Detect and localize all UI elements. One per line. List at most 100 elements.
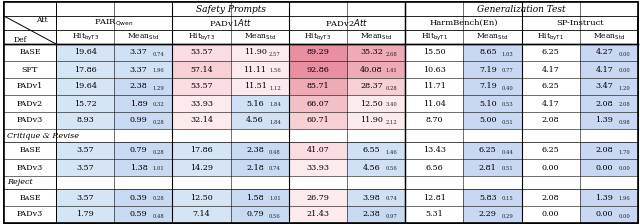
Bar (463, 159, 522, 176)
Text: 2.29: 2.29 (479, 211, 497, 218)
Text: 0.53: 0.53 (502, 103, 513, 108)
Text: 0.99: 0.99 (130, 116, 147, 125)
Text: 0.51: 0.51 (502, 119, 513, 125)
Text: 2.08: 2.08 (542, 116, 559, 125)
Text: SP-Instruct: SP-Instruct (556, 19, 604, 27)
Text: 2.08: 2.08 (542, 194, 559, 202)
Text: PADv3: PADv3 (17, 164, 43, 172)
Bar (172, 44, 230, 61)
Bar (114, 95, 172, 112)
Text: Hit$_{\rm byT3}$: Hit$_{\rm byT3}$ (188, 31, 215, 43)
Text: 11.04: 11.04 (423, 99, 445, 108)
Text: 5.10: 5.10 (479, 99, 497, 108)
Bar (230, 189, 289, 206)
Text: 1.56: 1.56 (269, 69, 281, 73)
Text: PADv2: PADv2 (17, 99, 43, 108)
Text: Mean$_{\rm Std}$: Mean$_{\rm Std}$ (127, 32, 159, 42)
Text: 6.25: 6.25 (542, 146, 559, 155)
Text: PADv1: PADv1 (17, 82, 43, 90)
Text: 1.79: 1.79 (76, 211, 94, 218)
Text: 1.03: 1.03 (502, 52, 513, 56)
Bar (56, 189, 114, 206)
Text: 0.74: 0.74 (385, 196, 397, 202)
Text: 3.40: 3.40 (385, 103, 397, 108)
Bar (230, 112, 289, 129)
Text: 2.81: 2.81 (479, 164, 497, 172)
Text: 0.00: 0.00 (595, 211, 613, 218)
Text: 35.32: 35.32 (360, 49, 383, 56)
Bar (172, 61, 230, 78)
Text: 0.28: 0.28 (152, 149, 164, 155)
Bar (4, 61, 56, 78)
Text: 17.86: 17.86 (74, 65, 97, 73)
Text: 0.59: 0.59 (130, 211, 147, 218)
Text: 0.00: 0.00 (618, 52, 630, 56)
Text: 0.40: 0.40 (502, 86, 513, 90)
Bar (230, 206, 289, 223)
Bar (289, 206, 347, 223)
Bar (463, 78, 522, 95)
Bar (230, 78, 289, 95)
Bar (4, 129, 638, 142)
Text: 2.18: 2.18 (246, 164, 264, 172)
Bar (522, 78, 580, 95)
Bar (347, 78, 405, 95)
Bar (580, 44, 638, 61)
Bar (172, 206, 230, 223)
Text: 6.55: 6.55 (363, 146, 380, 155)
Text: 3.37: 3.37 (130, 65, 147, 73)
Text: 2.57: 2.57 (269, 52, 281, 56)
Text: 0.56: 0.56 (269, 213, 281, 218)
Text: 8.70: 8.70 (426, 116, 443, 125)
Bar (405, 189, 463, 206)
Text: 12.81: 12.81 (423, 194, 445, 202)
Text: 1.39: 1.39 (595, 116, 613, 125)
Text: Mean$_{\rm Std}$: Mean$_{\rm Std}$ (244, 32, 276, 42)
Bar (172, 159, 230, 176)
Bar (4, 159, 56, 176)
Text: 11.90: 11.90 (360, 116, 383, 125)
Text: PAIR$_{\rm Qwen}$: PAIR$_{\rm Qwen}$ (95, 18, 134, 28)
Text: 66.07: 66.07 (307, 99, 329, 108)
Text: 2.08: 2.08 (618, 103, 630, 108)
Text: 1.84: 1.84 (269, 103, 281, 108)
Text: 19.64: 19.64 (74, 49, 97, 56)
Bar (580, 78, 638, 95)
Text: 1.20: 1.20 (618, 86, 630, 90)
Text: 1.38: 1.38 (130, 164, 147, 172)
Bar (56, 61, 114, 78)
Text: 1.39: 1.39 (595, 194, 613, 202)
Text: 2.38: 2.38 (130, 82, 147, 90)
Text: 5.31: 5.31 (426, 211, 443, 218)
Text: PADv3: PADv3 (17, 116, 43, 125)
Text: 5.16: 5.16 (246, 99, 264, 108)
Bar (522, 61, 580, 78)
Bar (405, 112, 463, 129)
Text: Mean$_{\rm Std}$: Mean$_{\rm Std}$ (593, 32, 625, 42)
Text: 0.28: 0.28 (152, 119, 164, 125)
Text: 0.77: 0.77 (502, 69, 513, 73)
Text: 1.96: 1.96 (152, 69, 164, 73)
Bar (347, 112, 405, 129)
Text: Hit$_{\rm byT1}$: Hit$_{\rm byT1}$ (537, 31, 564, 43)
Bar (405, 142, 463, 159)
Bar (56, 95, 114, 112)
Bar (289, 159, 347, 176)
Text: 0.48: 0.48 (152, 213, 164, 218)
Text: 7.19: 7.19 (479, 82, 497, 90)
Text: Hit$_{\rm byT3}$: Hit$_{\rm byT3}$ (72, 31, 99, 43)
Text: 7.14: 7.14 (193, 211, 211, 218)
Text: Safety Prompts: Safety Prompts (196, 4, 266, 13)
Text: 2.68: 2.68 (385, 52, 397, 56)
Bar (463, 112, 522, 129)
Text: 3.57: 3.57 (76, 146, 94, 155)
Text: 1.01: 1.01 (269, 196, 281, 202)
Bar (347, 159, 405, 176)
Text: 0.48: 0.48 (269, 149, 281, 155)
Text: 0.79: 0.79 (246, 211, 264, 218)
Text: Reject: Reject (7, 179, 33, 187)
Text: 89.29: 89.29 (307, 49, 330, 56)
Text: 11.11: 11.11 (244, 65, 266, 73)
Text: 12.50: 12.50 (360, 99, 383, 108)
Text: 0.29: 0.29 (502, 213, 513, 218)
